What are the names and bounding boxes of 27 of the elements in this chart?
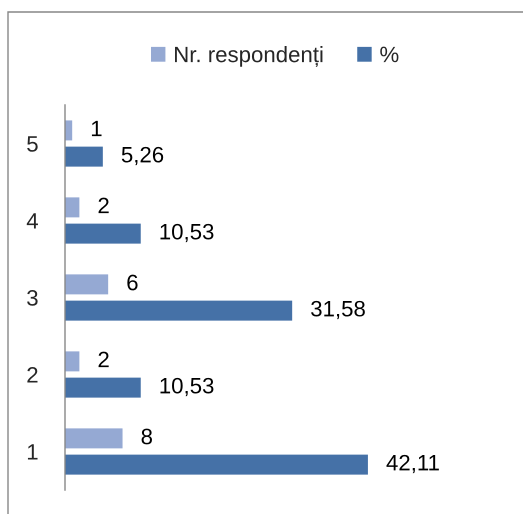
legend-label: Nr. respondenți (175, 46, 322, 67)
data-label: 2 (98, 198, 109, 214)
bar (65, 428, 123, 448)
data-label: 8 (142, 428, 152, 444)
bar (65, 197, 80, 218)
data-label: 10,53 (160, 378, 214, 396)
data-label: 2 (98, 352, 109, 368)
legend-label: % (380, 46, 398, 62)
y-tick-label: 1 (28, 444, 38, 460)
y-tick-label: 4 (26, 213, 38, 229)
y-tick-label: 5 (27, 136, 38, 152)
bar (65, 146, 103, 167)
bar (65, 454, 368, 475)
data-label: 42,11 (386, 454, 439, 474)
bar (65, 224, 141, 244)
bar (65, 274, 108, 294)
data-label: 1 (92, 120, 102, 136)
bar (65, 300, 292, 321)
data-label: 10,53 (160, 224, 214, 242)
bar (65, 378, 141, 398)
data-label: 31,58 (311, 300, 365, 320)
bar (65, 120, 72, 140)
y-tick-label: 3 (27, 290, 38, 306)
data-label: 6 (127, 274, 138, 290)
data-label: 5,26 (122, 146, 164, 166)
bar (65, 351, 80, 372)
y-tick-label: 2 (27, 367, 38, 383)
